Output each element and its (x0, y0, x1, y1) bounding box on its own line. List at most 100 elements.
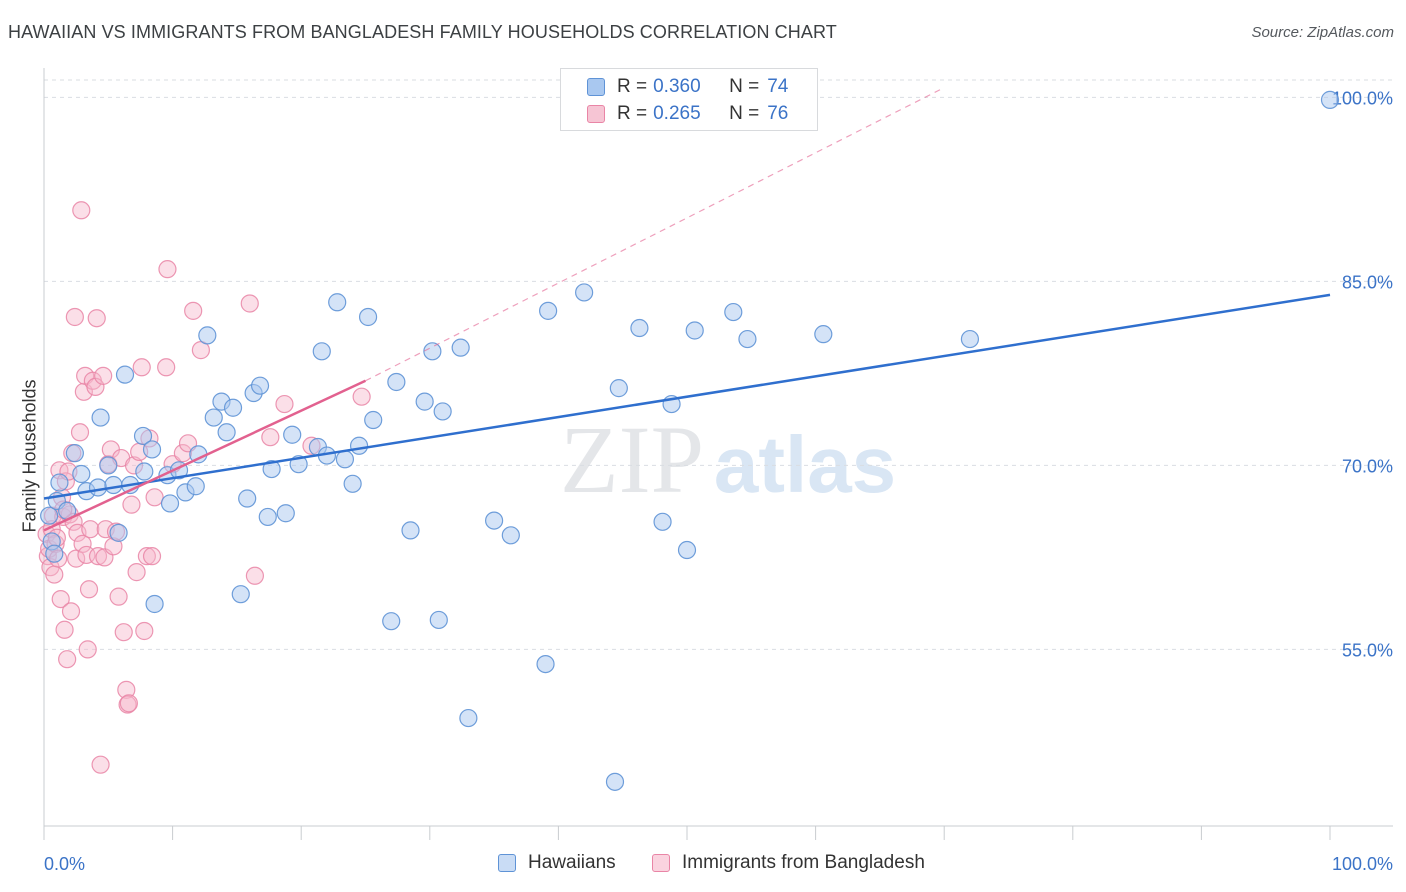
bangladesh-point (87, 309, 106, 328)
hawaiian-point (99, 456, 118, 475)
bottom-legend-label: Immigrants from Bangladesh (682, 852, 925, 873)
trend-lines (43, 87, 1331, 532)
bangladesh-trend-line (43, 379, 367, 532)
legend-n-label: N = (729, 76, 760, 97)
legend-row-bangladesh: R = 0.265 N = 76 (587, 102, 788, 126)
bottom-legend-hawaiians: Hawaiians (498, 852, 616, 874)
y-tick-labels: 55.0% 70.0% 85.0% 100.0% (1332, 88, 1393, 660)
bangladesh-point (91, 755, 110, 774)
bottom-legend-bangladesh: Immigrants from Bangladesh (652, 852, 925, 874)
hawaiians-points (40, 90, 1340, 791)
y-axis-label: Family Households (19, 379, 40, 533)
axes (43, 68, 1393, 840)
hawaiian-point (328, 293, 347, 312)
watermark-atlas: atlas (714, 420, 896, 509)
hawaiian-point (605, 772, 625, 791)
legend-n-value: 74 (767, 76, 789, 97)
hawaiian-point (198, 326, 217, 345)
hawaiian-point (72, 464, 91, 484)
hawaiian-point (50, 473, 69, 492)
bangladesh-point (61, 602, 81, 621)
hawaiian-point (335, 450, 355, 469)
hawaiian-point (250, 376, 270, 395)
hawaiian-point (238, 489, 257, 508)
hawaiian-point (217, 423, 236, 442)
hawaiian-point (415, 392, 434, 411)
bangladesh-point (275, 394, 294, 414)
bangladesh-point (245, 566, 265, 585)
hawaiian-point (283, 425, 302, 444)
legend-r-value: 0.360 (653, 76, 701, 97)
legend-r-value: 0.265 (653, 103, 701, 124)
hawaiians-trend-line (43, 293, 1331, 500)
hawaiian-point (349, 436, 369, 455)
bangladesh-point (109, 587, 128, 606)
legend-row-hawaiians: R = 0.360 N = 74 (587, 75, 788, 99)
hawaiian-point (204, 408, 223, 427)
hawaiian-point (485, 511, 504, 530)
y-tick-label: 70.0% (1342, 456, 1393, 476)
hawaiian-point (459, 708, 478, 728)
bangladesh-point (58, 650, 77, 669)
bangladesh-point (261, 428, 280, 447)
bangladesh-point (72, 201, 91, 220)
legend-swatch-blue (587, 78, 605, 96)
bangladesh-trend-extension (365, 87, 945, 382)
bangladesh-point (122, 495, 141, 514)
legend-r-label: R = (617, 76, 648, 97)
x-tick-min: 0.0% (44, 854, 85, 874)
bangladesh-point (158, 260, 177, 279)
bangladesh-point (142, 547, 162, 566)
hawaiian-point (1320, 90, 1340, 109)
bangladesh-point (119, 694, 138, 713)
chart-title: HAWAIIAN VS IMMIGRANTS FROM BANGLADESH F… (8, 22, 837, 42)
hawaiian-point (104, 475, 123, 495)
hawaiian-point (536, 654, 555, 674)
bangladesh-point (135, 621, 154, 641)
hawaiian-point (231, 585, 250, 604)
bangladesh-point (137, 547, 156, 566)
bottom-swatch-blue (498, 854, 516, 872)
hawaiian-point (45, 544, 64, 563)
hawaiian-point (387, 372, 406, 392)
hawaiian-point (88, 478, 108, 497)
y-tick-label: 85.0% (1342, 272, 1393, 292)
legend: R = 0.360 N = 74 R = 0.265 N = 76 (560, 68, 818, 131)
bangladesh-point (88, 547, 108, 566)
bottom-legend-label: Hawaiians (528, 852, 616, 873)
hawaiian-point (65, 444, 84, 463)
hawaiian-point (262, 459, 281, 479)
hawaiian-point (401, 521, 420, 540)
hawaiian-point (109, 523, 128, 542)
hawaiian-point (276, 504, 295, 523)
hawaiian-point (186, 477, 205, 496)
hawaiian-point (258, 507, 277, 527)
hawaiian-point (575, 283, 594, 302)
hawaiian-point (145, 594, 164, 614)
hawaiian-point (630, 318, 649, 338)
bottom-legend: Hawaiians Immigrants from Bangladesh (0, 852, 1406, 876)
legend-swatch-pink (587, 105, 605, 123)
hawaiian-point (433, 402, 452, 421)
hawaiian-point (133, 426, 153, 446)
watermark-zip: ZIP (560, 406, 704, 513)
bangladesh-point (184, 301, 203, 320)
legend-n-value: 76 (767, 103, 789, 124)
bangladesh-point (77, 545, 96, 565)
hawaiian-point (135, 462, 154, 481)
hawaiian-point (609, 379, 628, 398)
hawaiian-point (142, 440, 162, 459)
hawaiian-point (312, 342, 331, 361)
grid-lines (44, 79, 1393, 650)
hawaiian-point (115, 365, 135, 384)
hawaiian-point (738, 329, 757, 349)
legend-r-label: R = (617, 103, 648, 124)
bangladesh-point (70, 423, 90, 442)
bangladesh-point (79, 580, 99, 599)
bangladesh-point (132, 358, 151, 377)
hawaiian-point (382, 612, 401, 631)
hawaiian-point (364, 410, 383, 430)
hawaiian-point (358, 307, 378, 327)
bangladesh-point (55, 620, 74, 639)
